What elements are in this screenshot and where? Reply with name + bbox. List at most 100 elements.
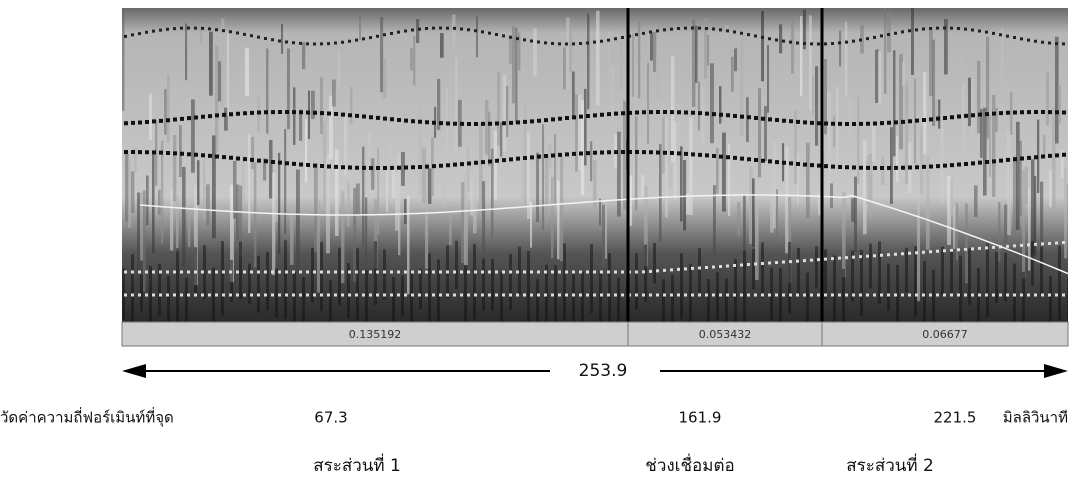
spectrogram-streak — [1037, 119, 1040, 194]
spectrogram-streak — [248, 263, 251, 304]
spectrogram-streak — [338, 247, 341, 306]
spectrogram-streak — [830, 183, 834, 208]
spectrogram-streak — [578, 94, 582, 171]
spectrogram-streak — [134, 147, 137, 173]
spectrogram-streak — [188, 207, 191, 248]
spectrogram-streak — [479, 123, 483, 217]
spectrogram-streak — [629, 175, 633, 226]
spectrogram-streak — [323, 121, 327, 207]
spectrogram-streak — [164, 89, 167, 135]
spectrogram-streak — [755, 200, 759, 280]
spectrogram-streak — [806, 272, 809, 322]
spectrogram-streak — [1022, 169, 1026, 279]
segment-cell — [821, 321, 1069, 347]
spectrogram-streak — [563, 243, 566, 321]
spectrogram-streak — [686, 193, 690, 215]
spectrogram-streak — [278, 152, 281, 254]
spectrogram-streak — [653, 31, 657, 72]
spectrogram-streak — [752, 248, 755, 290]
spectrogram-streak — [1067, 278, 1068, 322]
spectrogram-streak — [773, 141, 776, 229]
spectrogram-streak — [233, 160, 237, 219]
spectrogram-streak — [440, 33, 444, 58]
spectrogram-streak — [992, 94, 996, 197]
spectrogram-streak — [962, 82, 965, 153]
spectrogram-streak — [965, 203, 968, 284]
spectrogram-streak — [671, 55, 675, 163]
spectrogram-streak — [923, 72, 927, 154]
spectrogram-streak — [254, 162, 257, 268]
spectrogram-streak — [131, 254, 134, 322]
spectrogram-streak — [437, 78, 441, 130]
spectrogram-streak — [761, 10, 765, 82]
spectrogram-streak — [737, 202, 741, 236]
spectrogram-streak — [950, 178, 954, 216]
spectrogram-streak — [887, 263, 890, 311]
spectrogram-streak — [590, 244, 593, 314]
spectrogram-streak — [161, 140, 164, 245]
spectrogram-streak — [758, 88, 762, 178]
spectrogram-streak — [251, 137, 255, 170]
spectrogram-streak — [527, 132, 531, 220]
spectrogram-streak — [515, 27, 518, 124]
spectrogram-streak — [854, 176, 858, 253]
spectrogram-streak — [971, 78, 975, 134]
spectrogram-streak — [704, 18, 708, 79]
spectrogram-streak — [347, 182, 350, 228]
spectrogram-streak — [884, 8, 887, 94]
spectrogram-streak — [206, 184, 210, 226]
spectrogram-streak — [929, 27, 933, 96]
spectrogram-streak — [428, 168, 432, 204]
spectrogram-streak — [938, 99, 941, 129]
spectrogram-streak — [461, 182, 465, 264]
spectrogram-streak — [377, 148, 380, 235]
spectrogram-streak — [512, 26, 515, 104]
spectrogram-streak — [455, 57, 458, 156]
segment-cell — [627, 321, 823, 347]
spectrogram-streak — [548, 144, 552, 169]
measurement-point: 161.9 — [679, 409, 722, 427]
spectrogram-streak — [683, 159, 687, 231]
spectrogram-streak — [599, 198, 602, 226]
spectrogram-streak — [995, 252, 998, 304]
spectrogram-streak — [452, 14, 456, 51]
spectrogram-streak — [716, 272, 719, 320]
spectrogram-streak — [185, 278, 188, 322]
spectrogram-streak — [641, 174, 645, 197]
spectrogram-streak — [1019, 140, 1022, 216]
spectrogram-streak — [851, 198, 855, 222]
spectrogram-streak — [383, 58, 387, 99]
spectrogram-streak — [1028, 188, 1031, 271]
spectrogram-streak — [722, 132, 726, 212]
spectrogram-streak — [392, 168, 396, 199]
spectrogram-streak — [653, 243, 656, 284]
spectrogram-streak — [914, 246, 917, 317]
spectrogram-streak — [221, 18, 225, 108]
spectrogram-streak — [332, 79, 336, 107]
spectrogram-streak — [1031, 159, 1035, 254]
spectrogram-streak — [968, 77, 971, 127]
spectrogram-streak — [539, 163, 543, 201]
spectrogram-streak — [803, 9, 806, 50]
spectrogram-streak — [536, 279, 539, 322]
measurement-unit: มิลลิวินาที — [1003, 409, 1068, 427]
spectrogram-streak — [257, 97, 261, 133]
measurement-point: 67.3 — [314, 409, 347, 427]
spectrogram-streak — [518, 246, 521, 295]
section-label: สระส่วนที่ 1 — [313, 453, 401, 476]
spectrogram-streak — [797, 153, 800, 204]
spectrogram-streak — [272, 172, 276, 275]
spectrogram-streak — [347, 263, 350, 319]
spectrogram-streak — [284, 129, 287, 235]
spectrogram-streak — [623, 100, 627, 210]
spectrogram-streak — [701, 87, 705, 145]
spectrogram-streak — [848, 98, 852, 151]
spectrogram-streak — [1052, 107, 1056, 211]
spectrogram-streak — [707, 35, 710, 66]
spectrogram-streak — [968, 248, 971, 305]
spectrogram-streak — [584, 88, 587, 166]
spectrogram-streak — [932, 269, 935, 322]
spectrogram-streak — [833, 115, 836, 148]
spectrogram-streak — [401, 151, 405, 186]
spectrogram-streak — [872, 126, 876, 162]
